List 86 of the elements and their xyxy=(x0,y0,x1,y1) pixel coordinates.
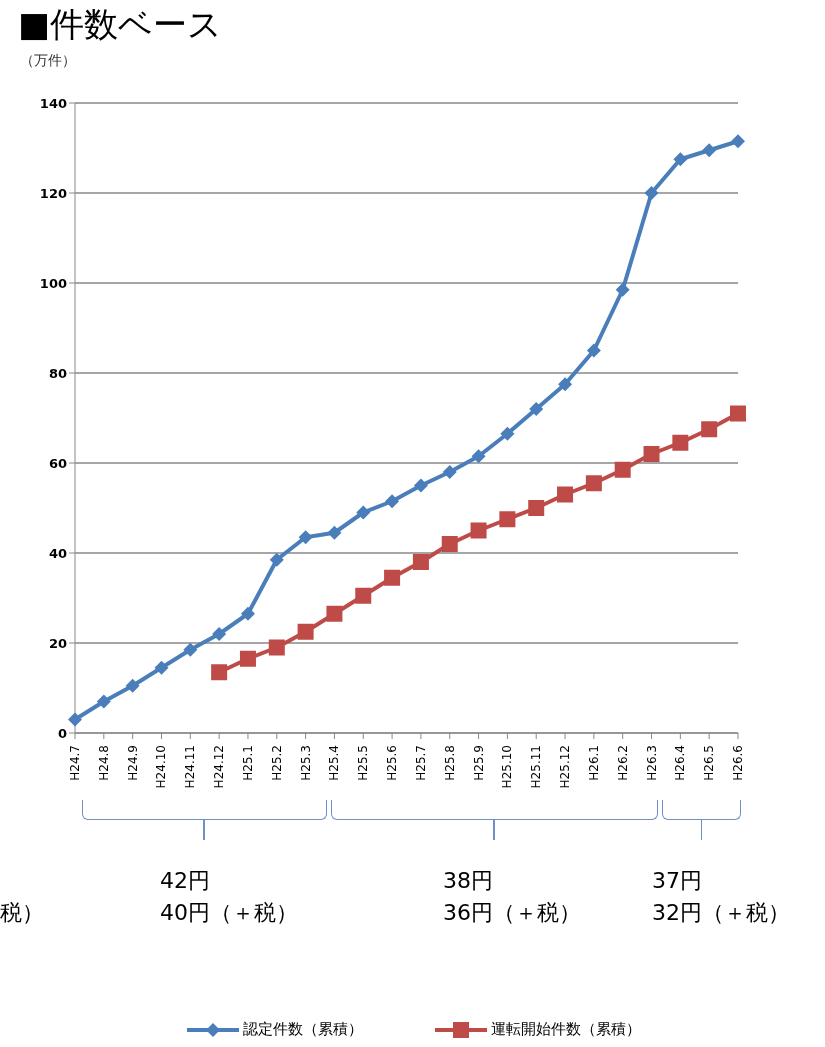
point xyxy=(154,660,169,675)
point xyxy=(614,461,631,478)
point xyxy=(327,525,342,540)
text: 40円（＋税） xyxy=(160,899,298,927)
point xyxy=(239,650,256,667)
legend-label: 運転開始件数（累積） xyxy=(490,1020,641,1039)
text: 36円（＋税） xyxy=(443,899,581,927)
y-tick-label: 140 xyxy=(39,95,67,111)
y-tick-label: 120 xyxy=(39,185,67,201)
point xyxy=(212,627,227,641)
point xyxy=(356,505,371,520)
text: 37円 xyxy=(652,867,702,895)
x-tick-label: H24.9 xyxy=(125,745,140,781)
point xyxy=(211,664,228,681)
point xyxy=(441,536,458,552)
y-tick-label: 80 xyxy=(48,365,67,381)
x-tick-label: H25.10 xyxy=(500,745,515,789)
y-axis-title: （万件） xyxy=(20,52,76,70)
x-tick-label: H25.5 xyxy=(356,745,371,781)
x-tick-label: H25.1 xyxy=(240,745,255,781)
point xyxy=(268,639,285,656)
text: 42円 xyxy=(160,867,210,895)
x-tick-label: H26.1 xyxy=(586,745,601,781)
point xyxy=(297,623,314,640)
point xyxy=(586,343,601,358)
chart-title: ■件数ベース xyxy=(18,3,223,46)
point xyxy=(269,552,284,567)
x-tick-label: H25.6 xyxy=(385,745,400,781)
x-tick-label: H26.6 xyxy=(731,745,745,781)
x-tick-label: H25.2 xyxy=(269,745,284,781)
point xyxy=(615,282,630,297)
point xyxy=(529,402,544,416)
point xyxy=(470,522,487,539)
x-tick-label: H26.3 xyxy=(644,745,659,781)
point xyxy=(673,152,688,167)
point xyxy=(701,421,718,438)
point xyxy=(557,486,574,503)
x-tick-label: H26.2 xyxy=(615,745,630,781)
point xyxy=(298,530,313,545)
x-tick-label: H25.4 xyxy=(327,745,342,781)
point xyxy=(558,377,573,392)
point xyxy=(528,500,545,516)
point xyxy=(96,694,111,709)
x-tick-label: H25.3 xyxy=(298,745,313,781)
x-tick-label: H24.11 xyxy=(183,745,198,789)
y-tick-label: 100 xyxy=(39,275,67,291)
text: 32円（＋税） xyxy=(652,899,790,927)
point xyxy=(326,605,343,622)
x-tick-label: H25.11 xyxy=(529,745,544,789)
point xyxy=(412,554,429,570)
x-tick-label: H25.12 xyxy=(558,745,573,789)
point xyxy=(413,478,428,493)
x-tick-label: H25.9 xyxy=(471,745,486,781)
point xyxy=(183,642,198,657)
point xyxy=(471,449,486,464)
point xyxy=(702,143,717,158)
x-tick-label: H24.12 xyxy=(212,745,227,789)
y-tick-label: 40 xyxy=(48,545,67,561)
point xyxy=(68,712,82,727)
point xyxy=(385,494,400,509)
x-tick-label: H26.4 xyxy=(673,745,688,781)
x-tick-label: H26.5 xyxy=(702,745,717,781)
x-tick-label: H24.10 xyxy=(154,745,169,789)
text: 税） xyxy=(0,899,44,927)
point xyxy=(644,186,659,200)
x-tick-label: H25.7 xyxy=(413,745,428,781)
point xyxy=(643,446,660,462)
point xyxy=(442,465,457,479)
point xyxy=(585,475,602,492)
text: 38円 xyxy=(443,867,493,895)
y-tick-label: 60 xyxy=(48,455,67,471)
point xyxy=(500,426,515,441)
point xyxy=(240,606,255,621)
x-tick-label: H25.8 xyxy=(442,745,457,781)
legend-label: 認定件数（累積） xyxy=(242,1020,363,1039)
point xyxy=(125,678,140,693)
point xyxy=(731,134,745,149)
point xyxy=(355,587,372,604)
x-tick-label: H24.7 xyxy=(68,745,82,781)
point xyxy=(499,511,516,528)
point xyxy=(730,405,746,422)
point xyxy=(384,569,401,586)
point xyxy=(672,434,689,451)
y-tick-label: 20 xyxy=(48,635,67,651)
y-tick-label: 0 xyxy=(57,725,67,741)
x-tick-label: H24.8 xyxy=(96,745,111,781)
